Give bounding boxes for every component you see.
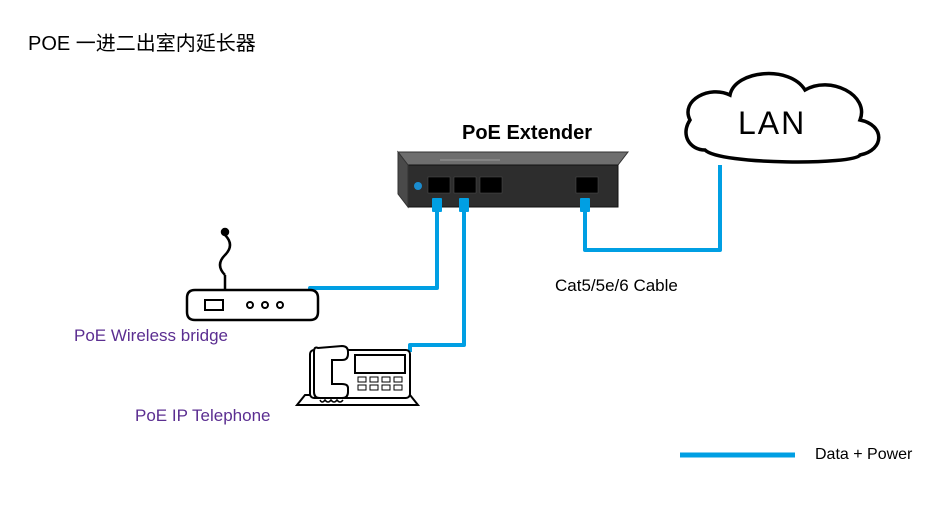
- diagram-svg: [0, 0, 931, 508]
- wireless-bridge-device: [187, 229, 318, 320]
- extender-label: PoE Extender: [462, 122, 592, 145]
- port-out-1: [428, 177, 450, 193]
- ip-phone-label: PoE IP Telephone: [135, 406, 271, 426]
- port-in: [576, 177, 598, 193]
- cable-type-label: Cat5/5e/6 Cable: [555, 276, 678, 296]
- port-out-3: [480, 177, 502, 193]
- lan-label: LAN: [738, 105, 806, 142]
- legend-data-power: Data + Power: [815, 446, 912, 464]
- page-title: POE 一进二出室内延长器: [28, 27, 256, 56]
- ip-phone-device: [297, 346, 418, 405]
- cable-to-bridge: [310, 212, 437, 298]
- port-out-2: [454, 177, 476, 193]
- diagram-canvas: POE 一进二出室内延长器 PoE Extender LAN PoE Wirel…: [0, 0, 931, 508]
- wireless-bridge-label: PoE Wireless bridge: [74, 326, 228, 346]
